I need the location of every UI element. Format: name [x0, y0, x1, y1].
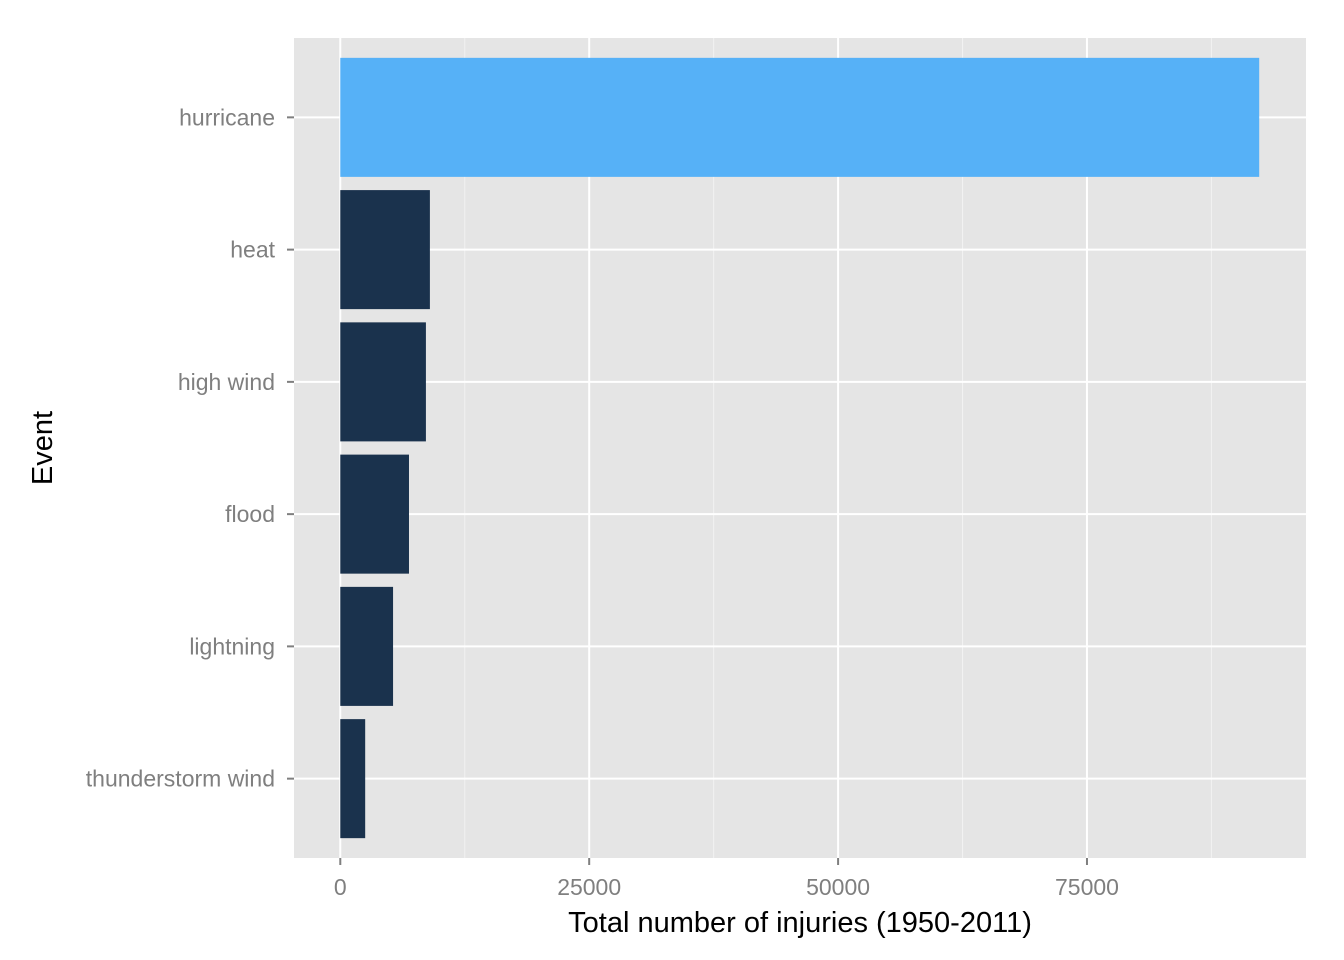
y-tick-label: lightning — [189, 633, 275, 659]
y-tick-label: thunderstorm wind — [86, 766, 275, 792]
bar-heat — [340, 190, 430, 310]
y-axis: hurricane heat high wind flood lightning thun… — [86, 104, 294, 792]
bar-thunderstorm-wind — [340, 719, 366, 839]
x-tick-label: 0 — [334, 874, 347, 900]
x-tick-label: 50000 — [806, 874, 870, 900]
y-tick-label: flood — [225, 501, 275, 527]
y-tick-label: high wind — [178, 369, 275, 395]
bar-high-wind — [340, 322, 426, 442]
bar-flood — [340, 454, 409, 574]
x-axis-title: Total number of injuries (1950-2011) — [568, 907, 1032, 939]
bar-hurricane — [340, 57, 1260, 177]
x-axis: 0 25000 50000 75000 — [334, 858, 1119, 900]
bars — [340, 57, 1260, 839]
x-tick-label: 75000 — [1055, 874, 1119, 900]
bar-lightning — [340, 586, 394, 706]
y-tick-label: hurricane — [179, 104, 275, 130]
y-tick-label: heat — [230, 237, 275, 263]
y-axis-title: Event — [27, 411, 59, 485]
x-tick-label: 25000 — [557, 874, 621, 900]
